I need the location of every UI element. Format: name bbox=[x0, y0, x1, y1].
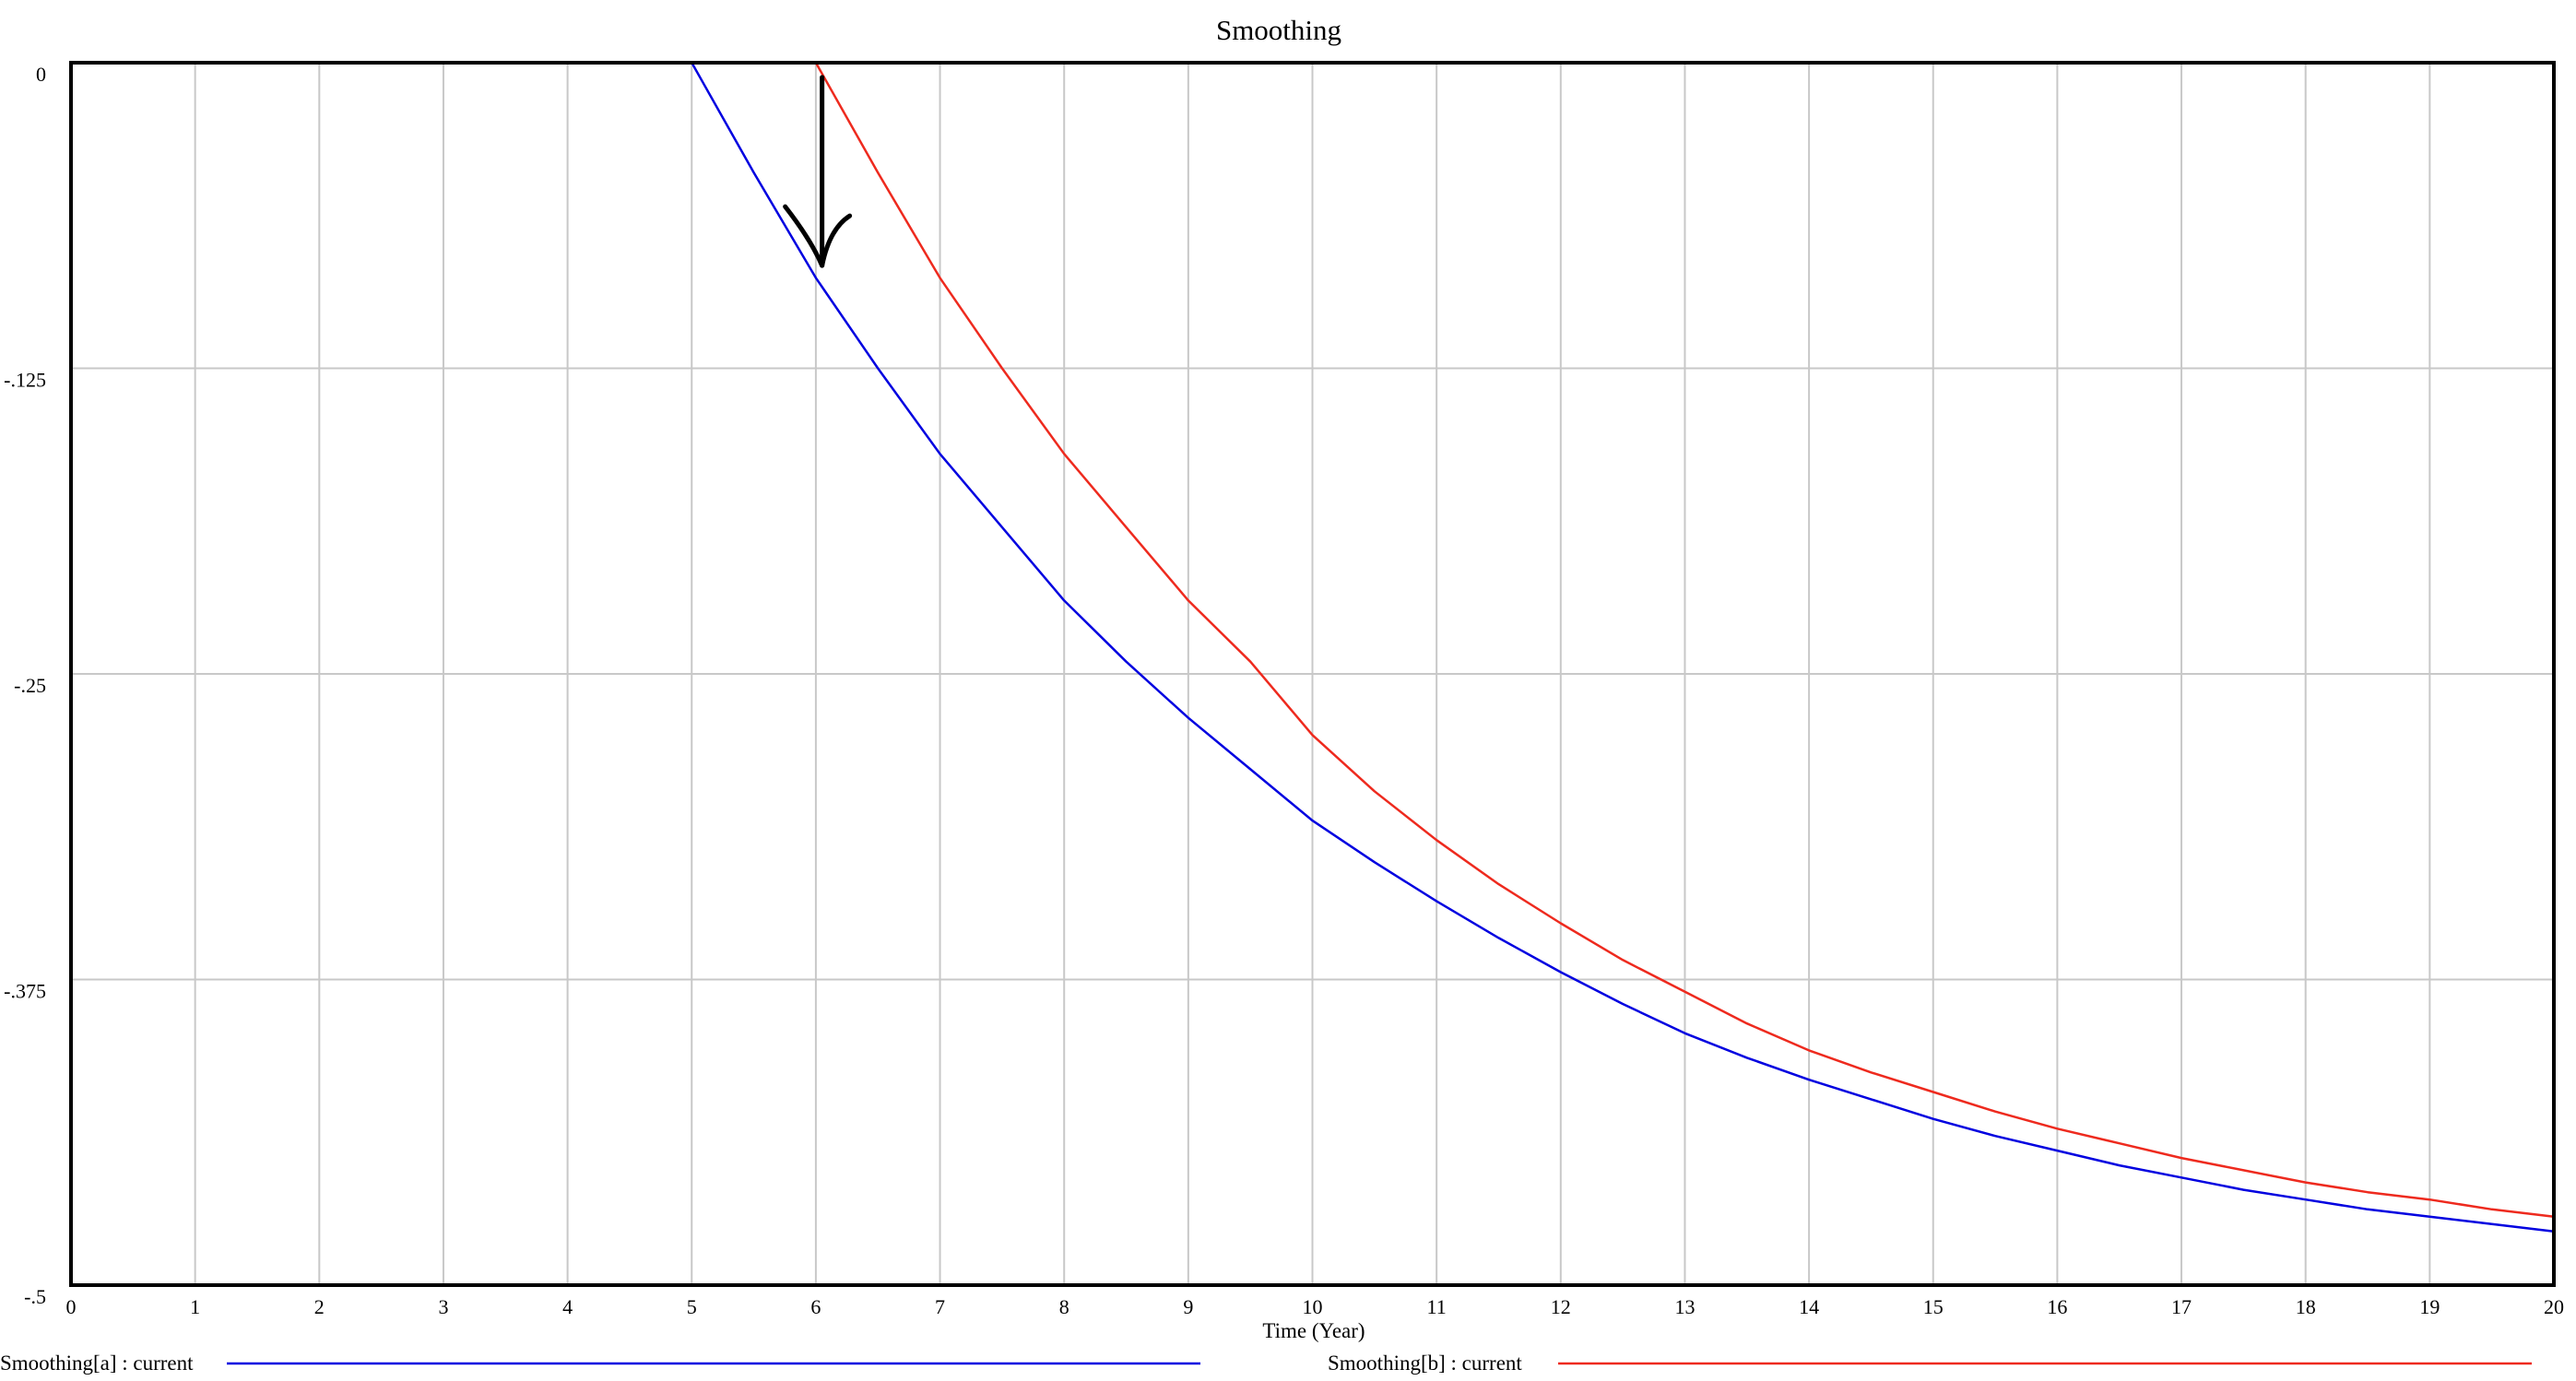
x-tick-label: 11 bbox=[1427, 1295, 1447, 1318]
x-tick-label: 3 bbox=[438, 1295, 448, 1318]
x-tick-label: 8 bbox=[1059, 1295, 1069, 1318]
y-tick-label: -.25 bbox=[14, 674, 46, 697]
y-axis-tick-labels: 0 -.125 -.25 -.375 -.5 bbox=[4, 63, 46, 1308]
series-line-a bbox=[71, 61, 2555, 1233]
plot-area-frame bbox=[69, 61, 2556, 1287]
arrow-head bbox=[783, 204, 853, 268]
x-axis-label: Time (Year) bbox=[1262, 1319, 1365, 1342]
x-tick-label: 15 bbox=[1923, 1295, 1944, 1318]
x-tick-label: 9 bbox=[1183, 1295, 1193, 1318]
grid-lines bbox=[70, 62, 2555, 1286]
y-tick-label: 0 bbox=[36, 63, 46, 86]
x-tick-label: 18 bbox=[2296, 1295, 2316, 1318]
x-tick-label: 7 bbox=[935, 1295, 945, 1318]
x-tick-label: 12 bbox=[1551, 1295, 1571, 1318]
x-tick-label: 4 bbox=[562, 1295, 573, 1318]
y-tick-label: -.125 bbox=[4, 369, 46, 392]
x-tick-label: 14 bbox=[1799, 1295, 1819, 1318]
legend-label: Smoothing[b] : current bbox=[1328, 1351, 1522, 1375]
x-tick-label: 16 bbox=[2047, 1295, 2067, 1318]
x-axis-tick-labels: 0 1 2 3 4 5 6 7 8 9 10 11 12 13 14 15 16 17 18 19 20 bbox=[66, 1295, 2565, 1318]
x-tick-label: 19 bbox=[2419, 1295, 2440, 1318]
x-tick-label: 0 bbox=[66, 1295, 77, 1318]
x-tick-label: 20 bbox=[2544, 1295, 2564, 1318]
y-tick-label: -.375 bbox=[4, 980, 46, 1003]
legend: Smoothing[a] : current Smoothing[b] : cur… bbox=[0, 1351, 2532, 1375]
x-tick-label: 5 bbox=[687, 1295, 697, 1318]
chart-title: Smoothing bbox=[1216, 14, 1341, 46]
x-tick-label: 2 bbox=[314, 1295, 325, 1318]
y-tick-label: -.5 bbox=[24, 1285, 46, 1308]
x-tick-label: 6 bbox=[810, 1295, 821, 1318]
legend-label: Smoothing[a] : current bbox=[0, 1351, 194, 1375]
x-tick-label: 1 bbox=[190, 1295, 200, 1318]
x-tick-label: 17 bbox=[2171, 1295, 2192, 1318]
annotation bbox=[783, 75, 853, 268]
x-tick-label: 13 bbox=[1674, 1295, 1695, 1318]
x-tick-label: 10 bbox=[1303, 1295, 1323, 1318]
